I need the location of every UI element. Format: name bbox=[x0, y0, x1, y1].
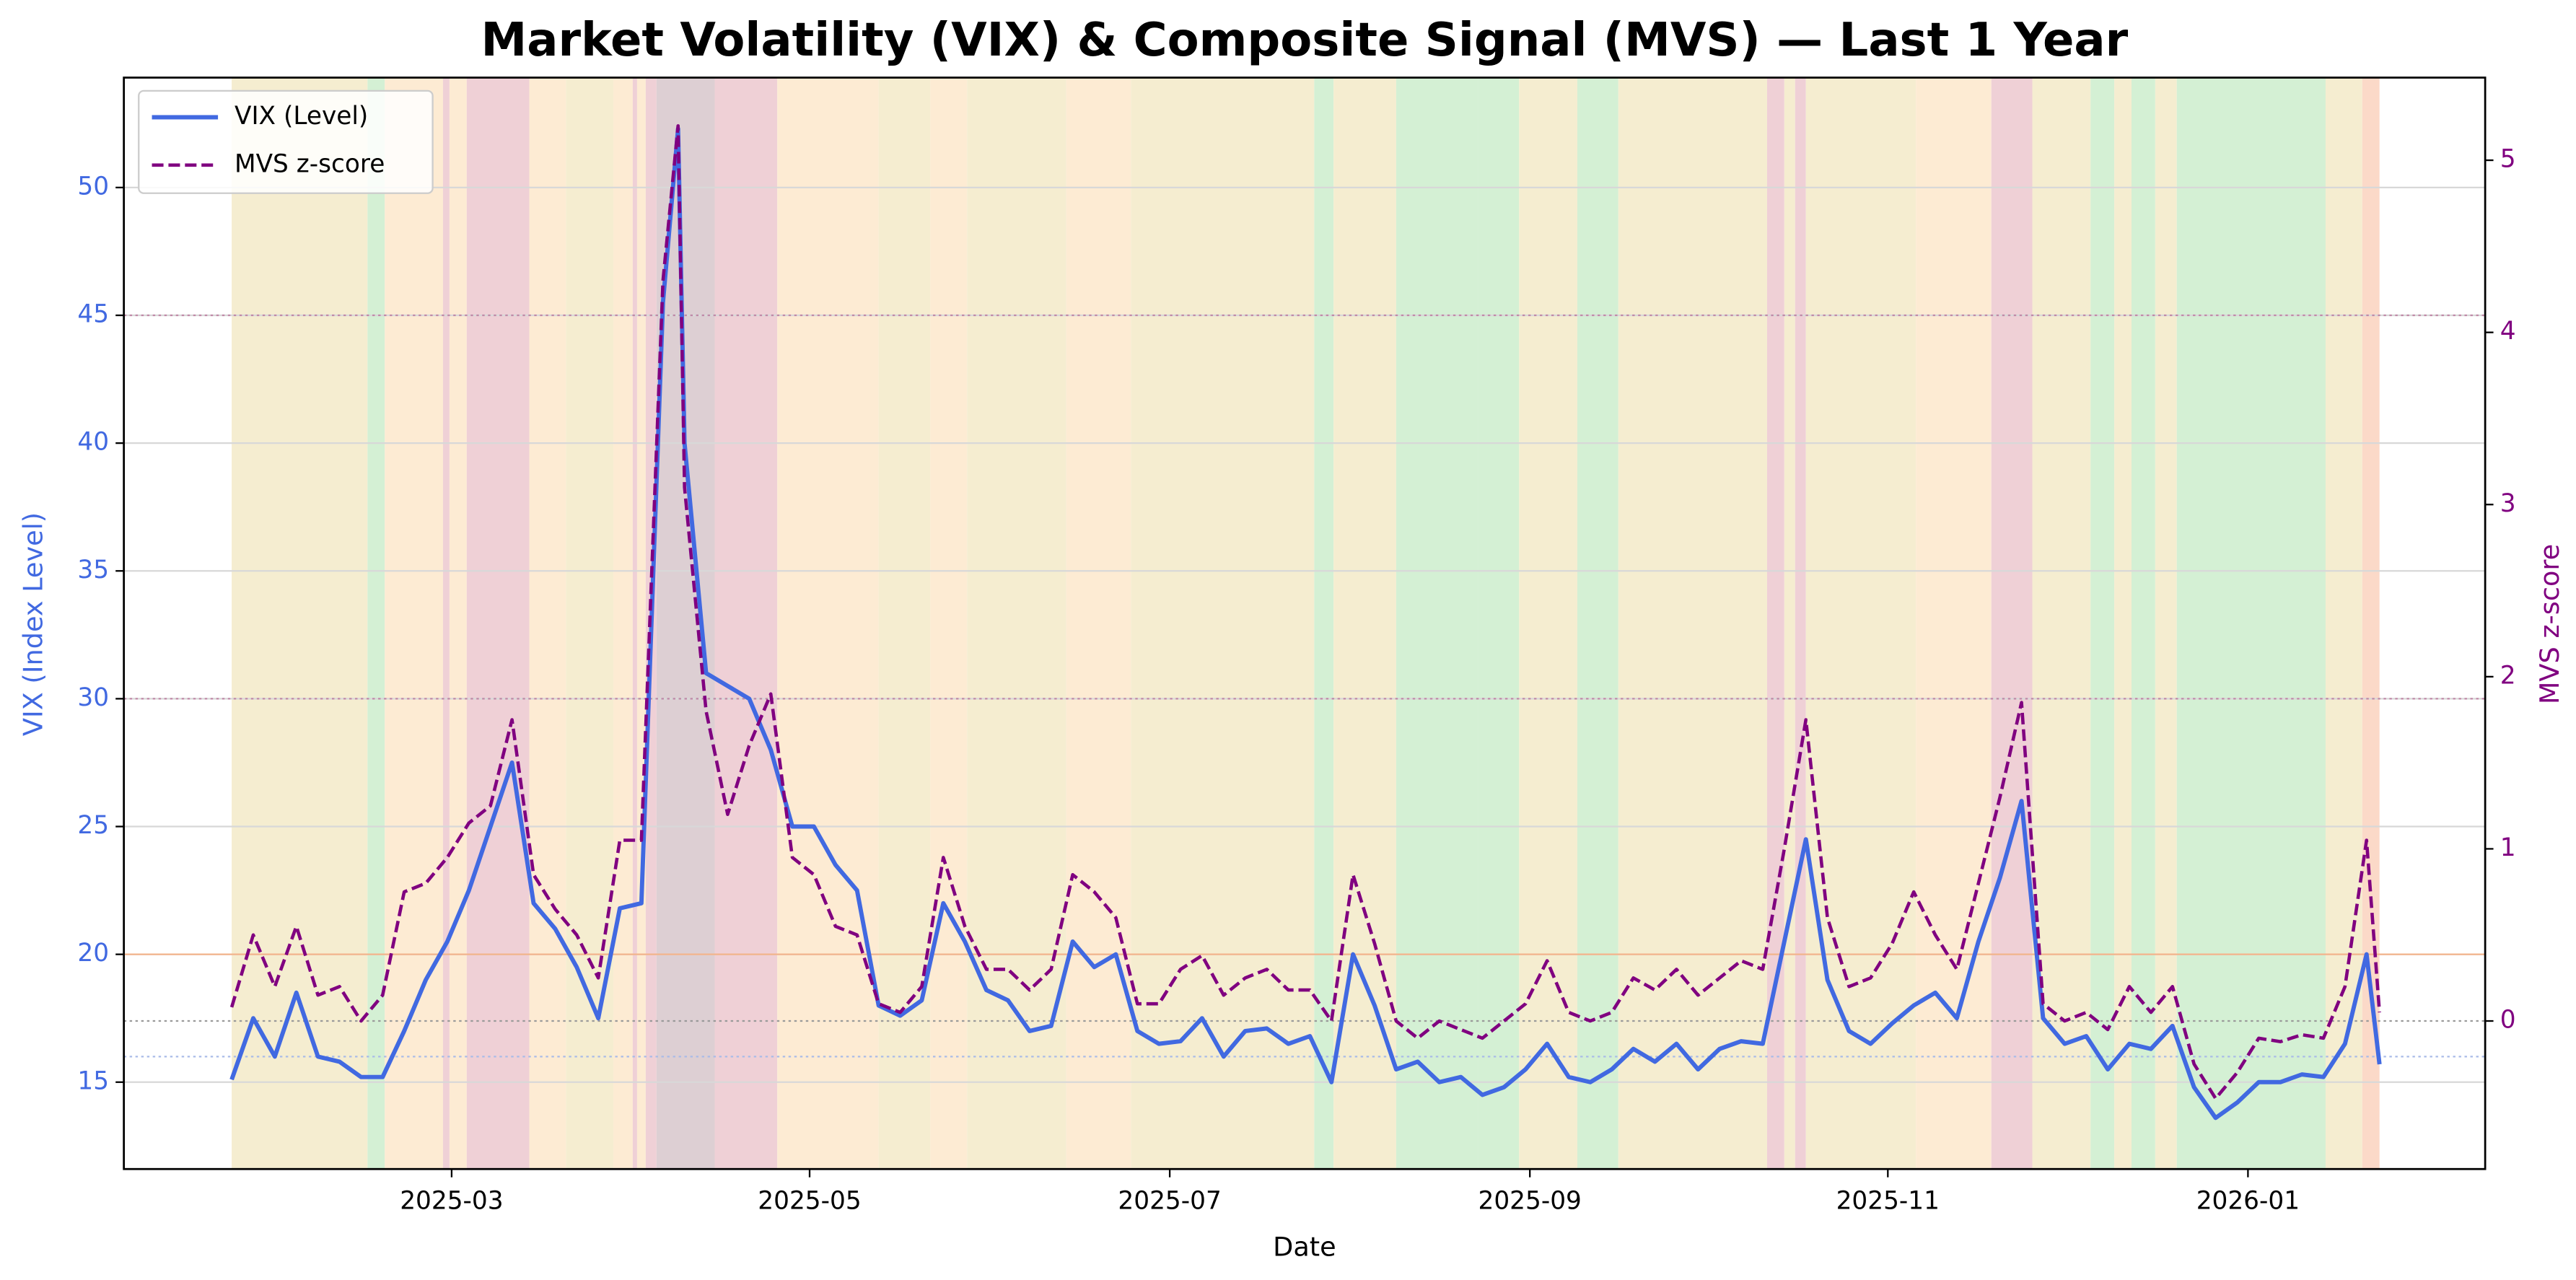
y2-tick-label: 1 bbox=[2500, 833, 2516, 862]
x-tick-label: 2025-05 bbox=[758, 1186, 861, 1215]
y-tick-label: 45 bbox=[77, 300, 109, 329]
y2-tick-label: 5 bbox=[2500, 145, 2516, 174]
regime-band bbox=[442, 77, 450, 1170]
regime-band bbox=[1066, 77, 1131, 1170]
y2-tick-label: 0 bbox=[2500, 1006, 2516, 1035]
regime-band bbox=[1314, 77, 1334, 1170]
regime-band bbox=[777, 77, 879, 1170]
legend-label: MVS z-score bbox=[235, 149, 385, 178]
legend-label: VIX (Level) bbox=[235, 102, 368, 131]
regime-band bbox=[1916, 77, 1992, 1170]
regime-band bbox=[1805, 77, 1916, 1170]
y-tick-label: 35 bbox=[77, 556, 109, 584]
x-tick-label: 2025-11 bbox=[1836, 1186, 1940, 1215]
regime-band bbox=[1478, 77, 1520, 1170]
regime-band bbox=[2155, 77, 2177, 1170]
y-tick-label: 15 bbox=[77, 1066, 109, 1095]
x-axis-label: Date bbox=[1273, 1232, 1336, 1263]
y2-tick-label: 3 bbox=[2500, 489, 2516, 518]
y-tick-label: 20 bbox=[77, 939, 109, 968]
regime-band bbox=[714, 77, 778, 1170]
regime-band bbox=[613, 77, 633, 1170]
regime-band bbox=[632, 77, 637, 1170]
regime-band bbox=[367, 77, 385, 1170]
y-tick-label: 30 bbox=[77, 683, 109, 712]
regime-band bbox=[1396, 77, 1478, 1170]
x-tick-label: 2025-09 bbox=[1478, 1186, 1582, 1215]
regime-band bbox=[2325, 77, 2362, 1170]
regime-band bbox=[1131, 77, 1315, 1170]
regime-band bbox=[636, 77, 646, 1170]
regime-band bbox=[1795, 77, 1806, 1170]
regions bbox=[232, 77, 2380, 1170]
regime-band bbox=[967, 77, 1066, 1170]
regime-band bbox=[2131, 77, 2155, 1170]
grid bbox=[123, 186, 2486, 1083]
regime-band bbox=[1784, 77, 1795, 1170]
regime-band bbox=[232, 77, 368, 1170]
regime-band bbox=[1519, 77, 1577, 1170]
regime-band bbox=[2176, 77, 2326, 1170]
regime-band bbox=[930, 77, 968, 1170]
x-tick-label: 2026-01 bbox=[2196, 1186, 2300, 1215]
regime-band bbox=[2090, 77, 2115, 1170]
regime-band bbox=[1577, 77, 1618, 1170]
series-line bbox=[229, 126, 2382, 1121]
y-tick-label: 40 bbox=[77, 428, 109, 457]
regime-band bbox=[529, 77, 566, 1170]
series-line bbox=[229, 124, 2381, 1100]
regime-band bbox=[2114, 77, 2132, 1170]
y2-tick-label: 2 bbox=[2500, 661, 2516, 690]
plot-frame bbox=[123, 76, 2487, 1170]
x-tick-label: 2025-03 bbox=[400, 1186, 503, 1215]
lines bbox=[229, 124, 2382, 1121]
y-tick-label: 25 bbox=[77, 811, 109, 840]
regime-band bbox=[2362, 77, 2380, 1170]
regime-band bbox=[1766, 77, 1784, 1170]
regime-band bbox=[385, 77, 443, 1170]
x-tick-label: 2025-07 bbox=[1118, 1186, 1221, 1215]
regime-band bbox=[1991, 77, 2033, 1170]
regime-band bbox=[566, 77, 614, 1170]
chart-title: Market Volatility (VIX) & Composite Sign… bbox=[481, 14, 2129, 67]
regime-band bbox=[466, 77, 530, 1170]
y-tick-label: 50 bbox=[77, 172, 109, 201]
regime-band bbox=[1618, 77, 1767, 1170]
y2-tick-label: 4 bbox=[2500, 317, 2516, 346]
regime-band bbox=[449, 77, 467, 1170]
y2-axis-label: MVS z-score bbox=[2534, 544, 2565, 704]
legend: VIX (Level) MVS z-score bbox=[138, 89, 434, 194]
y-axis-label: VIX (Index Level) bbox=[18, 512, 49, 736]
